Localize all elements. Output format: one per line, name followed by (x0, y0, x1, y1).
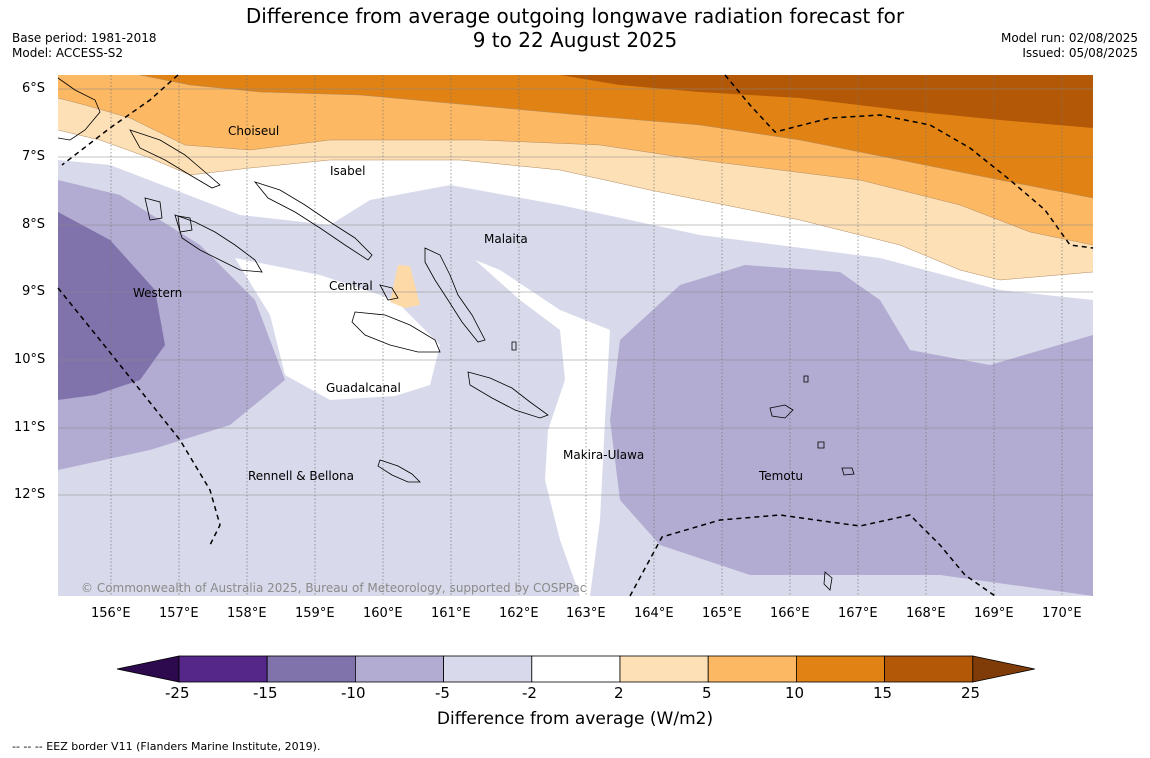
lon-label-167e: 167°E (838, 606, 878, 621)
model-name: Model: ACCESS-S2 (12, 46, 124, 60)
colorbar-extend-high (972, 655, 1035, 683)
rennell-coast (377, 459, 421, 483)
copyright-notice: © Commonwealth of Australia 2025, Bureau… (81, 581, 587, 595)
contour-band-minus10-west (58, 212, 165, 400)
lon-label-161e: 161°E (431, 606, 471, 621)
small-island-4 (803, 375, 809, 383)
province-label-temotu: Temotu (759, 469, 804, 483)
lon-label-169e: 169°E (974, 606, 1014, 621)
colorbar-segment (266, 655, 356, 683)
lon-label-170e: 170°E (1042, 606, 1082, 621)
lon-label-158e: 158°E (227, 606, 267, 621)
base-period: Base period: 1981-2018 (12, 31, 157, 45)
lon-label-165e: 165°E (702, 606, 742, 621)
colorbar-tick-2: 2 (614, 684, 624, 702)
model-run: Model run: 02/08/2025 (1000, 31, 1138, 45)
colorbar-tick-5: 5 (702, 684, 712, 702)
lon-label-157e: 157°E (159, 606, 199, 621)
colorbar-tick-minus10: -10 (341, 684, 366, 702)
title-line-2: 9 to 22 August 2025 (472, 28, 678, 52)
eez-borders (57, 74, 1094, 597)
lat-label-12s: 12°S (14, 487, 46, 502)
colorbar-tick-minus25: -25 (165, 684, 190, 702)
map-title: Difference from average outgoing longwav… (0, 4, 1150, 52)
meta-right: Model run: 02/08/2025 Issued: 05/08/2025 (1001, 31, 1138, 61)
province-label-central: Central (329, 279, 373, 293)
bougainville-coast (57, 77, 101, 141)
lat-label-10s: 10°S (14, 352, 46, 367)
lon-label-156e: 156°E (91, 606, 131, 621)
colorbar-segment (707, 655, 797, 683)
contour-lines (58, 75, 1093, 281)
lat-label-8s: 8°S (22, 217, 46, 232)
province-label-rennell-bellona: Rennell & Bellona (248, 469, 355, 483)
lon-label-168e: 168°E (906, 606, 946, 621)
contour-band-plus15 (560, 75, 1093, 128)
colorbar-title: Difference from average (W/m2) (436, 709, 714, 729)
vella-lavella-coast (144, 197, 163, 221)
longitude-gridlines (110, 75, 1063, 596)
colorbar-segment (354, 655, 444, 683)
lon-label-164e: 164°E (634, 606, 674, 621)
small-island-5 (511, 341, 517, 351)
small-island-3 (823, 571, 833, 591)
coastlines (57, 77, 855, 591)
isabel-coast (253, 181, 373, 261)
colorbar-tick-minus15: -15 (253, 684, 278, 702)
meta-left: Base period: 1981-2018 Model: ACCESS-S2 (12, 31, 157, 61)
issued-date: Issued: 05/08/2025 (1022, 46, 1138, 60)
colorbar-tick-minus5: -5 (435, 684, 450, 702)
lat-label-7s: 7°S (22, 149, 46, 164)
lon-label-162e: 162°E (499, 606, 539, 621)
kolombangara-coast (177, 215, 193, 233)
province-label-guadalcanal: Guadalcanal (326, 381, 401, 395)
province-label-makira-ulawa: Makira-Ulawa (563, 448, 645, 462)
lon-label-159e: 159°E (295, 606, 335, 621)
small-island-1 (817, 441, 825, 449)
province-label-malaita: Malaita (484, 232, 528, 246)
contour-band-plus10 (140, 75, 1093, 198)
santa-cruz-coast (769, 404, 794, 419)
russell-coast (379, 284, 399, 301)
lat-label-6s: 6°S (22, 81, 46, 96)
malaita-coast (424, 247, 486, 343)
colorbar-segment (443, 655, 533, 683)
province-label-isabel: Isabel (330, 164, 366, 178)
new-georgia-coast (174, 214, 263, 273)
colorbar-tick-10: 10 (785, 684, 805, 702)
colorbar-segment (796, 655, 886, 683)
contour-gap-white (235, 258, 440, 400)
colorbar-tick-minus2: -2 (522, 684, 537, 702)
title-line-1: Difference from average outgoing longwav… (245, 4, 905, 28)
colorbar-segment (531, 655, 621, 683)
choiseul-coast (129, 129, 221, 189)
colorbar-tick-25: 25 (961, 684, 981, 702)
contour-gap-white-south (475, 260, 610, 596)
lon-label-166e: 166°E (770, 606, 810, 621)
colorbar-segment (178, 655, 268, 683)
latitude-gridlines (58, 88, 1093, 496)
guadalcanal-coast (351, 311, 441, 353)
province-label-western: Western (133, 286, 183, 300)
eez-legend-footnote: -- -- -- EEZ border V11 (Flanders Marine… (12, 740, 321, 753)
province-label-choiseul: Choiseul (228, 124, 280, 138)
colorbar-extend-low (116, 655, 180, 683)
lon-label-163e: 163°E (566, 606, 606, 621)
lat-label-9s: 9°S (22, 284, 46, 299)
colorbar-segment (619, 655, 709, 683)
makira-coast (467, 371, 549, 419)
small-island-2 (841, 467, 855, 476)
colorbar-tick-15: 15 (873, 684, 893, 702)
contour-band-minus5-east (610, 265, 1093, 596)
lat-label-11s: 11°S (14, 420, 46, 435)
lon-label-160e: 160°E (363, 606, 403, 621)
colorbar-segment (884, 655, 974, 683)
